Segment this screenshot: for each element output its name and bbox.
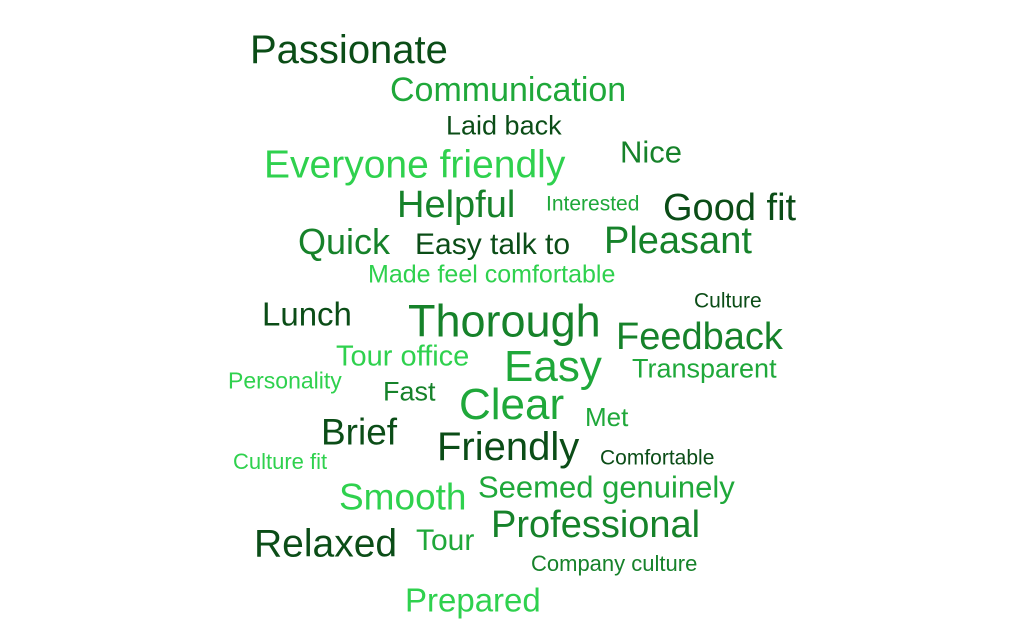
word-seemed-genuinely: Seemed genuinely — [478, 469, 735, 505]
word-culture: Culture — [694, 289, 762, 313]
word-communication: Communication — [390, 71, 627, 109]
word-quick: Quick — [298, 221, 391, 262]
word-everyone-friendly: Everyone friendly — [264, 143, 566, 187]
word-fast: Fast — [383, 376, 436, 407]
word-transparent: Transparent — [632, 353, 777, 384]
word-culture-fit: Culture fit — [233, 449, 328, 474]
word-helpful: Helpful — [397, 184, 516, 226]
word-comfortable: Comfortable — [600, 446, 715, 470]
word-smooth: Smooth — [339, 476, 467, 518]
word-tour: Tour — [416, 524, 475, 557]
word-interested: Interested — [546, 192, 640, 216]
word-thorough: Thorough — [408, 295, 601, 347]
word-professional: Professional — [491, 504, 701, 546]
word-friendly: Friendly — [437, 425, 580, 469]
word-passionate: Passionate — [250, 28, 448, 72]
word-easy-talk-to: Easy talk to — [415, 228, 571, 261]
word-brief: Brief — [321, 411, 398, 453]
word-company-culture: Company culture — [531, 551, 698, 576]
word-prepared: Prepared — [405, 581, 541, 619]
word-feedback: Feedback — [616, 316, 783, 358]
word-relaxed: Relaxed — [254, 522, 398, 566]
word-met: Met — [585, 402, 629, 432]
word-nice: Nice — [620, 134, 683, 170]
word-pleasant: Pleasant — [604, 220, 752, 262]
word-clear: Clear — [459, 380, 565, 429]
word-laid-back: Laid back — [446, 110, 562, 141]
word-good-fit: Good fit — [663, 187, 797, 229]
word-easy: Easy — [504, 342, 602, 391]
word-made-feel-comfortable: Made feel comfortable — [368, 260, 616, 289]
word-tour-office: Tour office — [336, 340, 470, 373]
word-personality: Personality — [228, 367, 342, 394]
word-lunch: Lunch — [262, 295, 352, 333]
